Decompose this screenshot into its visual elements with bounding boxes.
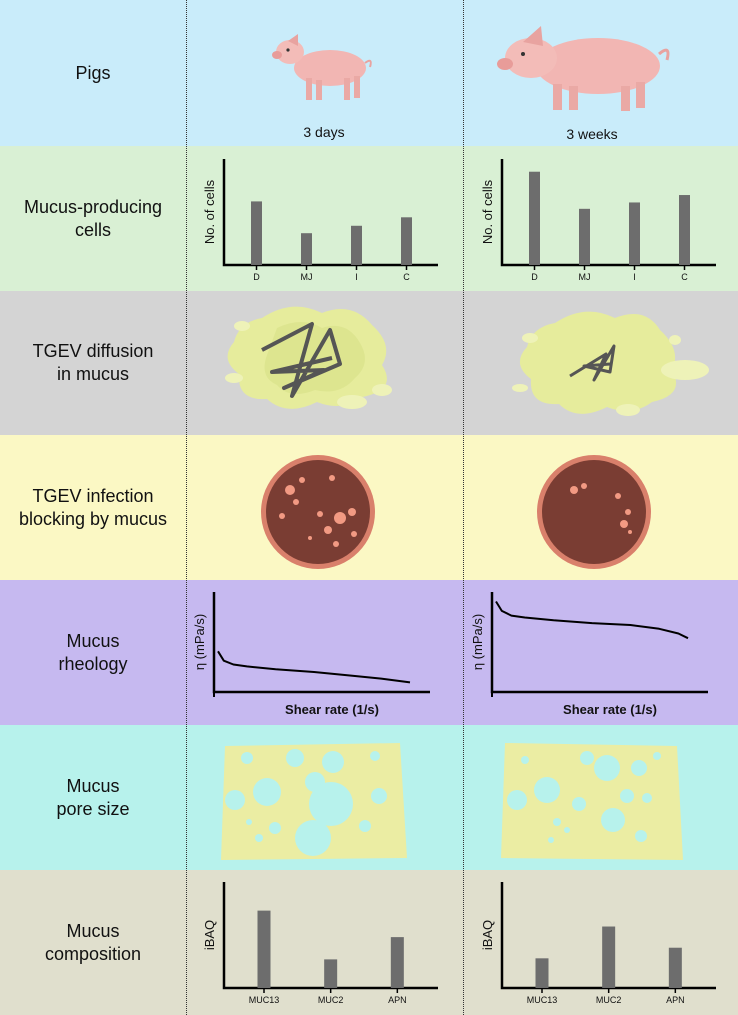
y-axis-label: No. of cells (202, 179, 217, 244)
x-tick-label: MUC13 (249, 995, 280, 1005)
pig-illustration (497, 26, 670, 111)
bar (679, 195, 690, 265)
mucus-pore-3weeks (501, 743, 683, 860)
bar (257, 910, 271, 988)
chart-axes (212, 592, 430, 694)
bar (668, 947, 682, 988)
bar (390, 937, 404, 988)
row-label-infection: TGEV infection blocking by mucus (18, 485, 168, 529)
row-label-cells: Mucus-producing cells (23, 196, 163, 240)
y-axis-label: No. of cells (480, 179, 495, 244)
row-label-diffusion: TGEV diffusion in mucus (32, 341, 154, 384)
chart-axes (490, 592, 708, 694)
rheology-chart-3days: η (mPa/s) Shear rate (1/s) (192, 592, 430, 717)
column-divider (463, 0, 464, 1015)
row-label-composition: Mucus composition (44, 920, 142, 964)
x-tick-label: C (403, 272, 410, 282)
plaque-plate-3weeks (537, 455, 651, 569)
row-band-rheology (0, 580, 738, 725)
row-label-pigs: Pigs (75, 62, 111, 83)
bar (529, 171, 540, 265)
row-label-pore: Mucus pore size (56, 775, 130, 819)
y-axis-label: iBAQ (202, 920, 217, 950)
bar (579, 208, 590, 265)
rheology-chart-3weeks: η (mPa/s) Shear rate (1/s) (470, 592, 708, 717)
x-tick-label: I (355, 272, 358, 282)
bar (324, 959, 338, 988)
bar (629, 202, 640, 265)
bar (535, 958, 549, 988)
age-label-old: 3 weeks (566, 126, 618, 142)
plaque-plate-3days (261, 455, 375, 569)
chart-axes (222, 882, 438, 990)
x-tick-label: MJ (301, 272, 313, 282)
y-axis-label: η (mPa/s) (470, 614, 485, 670)
cells-chart-3days: No. of cells D MJ I C (202, 159, 438, 282)
bar (251, 201, 262, 265)
bar (301, 233, 312, 265)
x-tick-label: C (681, 272, 688, 282)
piglet-illustration (272, 34, 372, 100)
x-tick-label: MUC2 (318, 995, 344, 1005)
column-divider (186, 0, 187, 1015)
composition-chart-3weeks: iBAQ MUC13 MUC2 APN (480, 882, 716, 1005)
mucus-diffusion-3days (225, 306, 392, 409)
x-tick-label: MUC13 (527, 995, 558, 1005)
x-tick-label: MUC2 (596, 995, 622, 1005)
chart-axes (500, 882, 716, 990)
bar (401, 217, 412, 265)
y-axis-label: η (mPa/s) (192, 614, 207, 670)
x-tick-label: APN (666, 995, 685, 1005)
row-band-cells (0, 146, 738, 291)
mucus-diffusion-3weeks (512, 311, 709, 416)
row-label-rheology: Mucus rheology (58, 630, 128, 674)
bar (351, 225, 362, 265)
viscosity-line (495, 600, 689, 640)
mucus-pore-3days (221, 743, 407, 860)
chart-axes (500, 159, 716, 267)
x-tick-label: I (633, 272, 636, 282)
x-tick-label: APN (388, 995, 407, 1005)
x-tick-label: MJ (579, 272, 591, 282)
x-axis-label: Shear rate (1/s) (563, 702, 657, 717)
bar (602, 926, 616, 988)
viscosity-line (217, 650, 411, 684)
chart-axes (222, 159, 438, 267)
x-tick-label: D (531, 272, 538, 282)
x-axis-label: Shear rate (1/s) (285, 702, 379, 717)
age-label-young: 3 days (303, 124, 345, 140)
x-tick-label: D (253, 272, 260, 282)
cells-chart-3weeks: No. of cells D MJ I C (480, 159, 716, 282)
y-axis-label: iBAQ (480, 920, 495, 950)
composition-chart-3days: iBAQ MUC13 MUC2 APN (202, 882, 438, 1005)
